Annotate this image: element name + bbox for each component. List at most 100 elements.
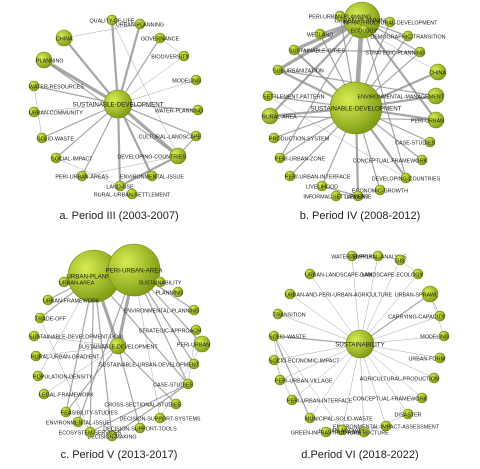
label-demographic-transition: DEMOGRAPHIC-TRANSITION <box>370 35 445 41</box>
edge-peri-urban-to-decision-support-systems <box>159 343 203 419</box>
node-land-use <box>352 190 364 202</box>
edge-sustainability-to-urban-and-peri-urban-agriculture <box>289 293 361 345</box>
label-sustainable-urban-development: SUSTAINABLE-URBAN-DEVELOPMENT <box>99 363 200 369</box>
node-environmental-issue <box>146 170 158 182</box>
edge-sustainability-to-gis <box>359 259 401 345</box>
node-urban-community <box>28 106 40 118</box>
edge-sustainability-to-infrastructure <box>359 343 365 433</box>
node-peri-urban <box>193 335 211 353</box>
node-ecology <box>358 24 370 36</box>
label-urban-planning: URBAN-PLANNING <box>334 18 390 25</box>
node-developing-countries <box>400 172 412 184</box>
label-environmental-impact-assessment: ENVIRONMENTAL-IMPACT-ASSESSMENT <box>333 425 440 431</box>
node-suburbanization <box>272 64 284 76</box>
label-legal-framework: LEGAL-FRAMEWORK <box>39 393 94 399</box>
node-water-supply <box>346 250 358 262</box>
edge-settlement-pattern-to-developing-countries <box>267 95 407 179</box>
label-quality-of-life: QUALITY-OF-LIFE <box>89 19 134 25</box>
edge-land-use-to-livelihood <box>321 185 359 197</box>
label-case-studies: CASE-STUDIES <box>395 141 435 147</box>
label-temporal-analysis: TEMPORAL-ANALYSIS <box>349 255 407 261</box>
node-urban-form <box>434 352 446 364</box>
label-land-use: LAND-USE <box>344 195 372 201</box>
label-urban-form: URBAN-FORM <box>408 357 445 363</box>
node-disaster <box>402 408 414 420</box>
node-environmental-issue <box>72 416 84 428</box>
edge-trade-off-to-ecosystem-services <box>39 317 91 433</box>
label-peri-urban-zone: PERI-URBAN-ZONE <box>275 157 325 163</box>
node-sustainable-development <box>109 337 127 355</box>
edge-china-to-urban-planning <box>63 23 141 39</box>
edge-case-studies-to-ecosystem-services <box>89 383 189 433</box>
label-solid-waste: SOLID-WASTE <box>269 335 306 341</box>
node-solid-waste <box>268 330 280 342</box>
label-rural-urban-settlement: RURAL-URBAN-SETTLEMENT <box>94 193 171 199</box>
label-rural-area: RURAL-AREA <box>262 115 297 121</box>
node-modeling <box>438 330 450 342</box>
node-cultural-landscape <box>190 130 202 142</box>
node-planning <box>172 286 184 298</box>
edge-quality-of-life-to-developing-countries <box>111 19 179 157</box>
label-water-resources: WATER-RESOURCES <box>29 85 84 91</box>
label-water-planning: WATER-PLANNING <box>155 109 203 115</box>
node-water-resources <box>28 80 40 92</box>
node-sustainability <box>345 329 375 359</box>
label-peri-urban-planning: PERI-URBAN-PLANNING <box>309 15 372 21</box>
caption-period-vi: d.Period VI (2018-2022) <box>301 449 419 461</box>
node-solid-waste <box>36 132 48 144</box>
label-sustainable-cities: SUSTAINABLE-CITIES <box>289 49 345 55</box>
node-infrastructure <box>358 426 370 438</box>
edge-sustainability-to-temporal-analysis <box>359 255 379 345</box>
edge-sustainable-cities-to-strategic-planning <box>293 49 421 53</box>
label-socio-economic-impact: SOCIO-ECONOMIC-IMPACT <box>269 359 340 365</box>
node-urban-landscape-dam <box>304 268 316 280</box>
label-urban-planning: URBAN-PLANNING <box>66 274 122 281</box>
panel-period-vi: SUSTAINABILITY WATER-SUPPLY TEMPORAL-ANALY… <box>240 236 480 469</box>
label-peri-urban-area: PERI-URBAN-AREA <box>105 268 163 275</box>
label-conceptual-framework: CONCEPTUAL-FRAMEWORK <box>353 397 428 403</box>
node-case-studies <box>182 378 194 390</box>
label-human-activity: HUMAN-ACTIVITY <box>319 429 365 435</box>
label-strategic-planning: STRATEGIC-PLANNING <box>365 51 425 57</box>
caption-period-v: c. Period V (2013-2017) <box>60 449 178 461</box>
node-environmental-impact-assessment <box>380 420 392 432</box>
node-cross-sectional-studies <box>170 398 182 410</box>
label-infrastructure: INFRASTRUCTURE <box>339 431 389 437</box>
edge-sustainable-development-to-cross-sectional-studies <box>117 345 177 405</box>
node-gis <box>394 254 406 266</box>
label-settlement-pattern: SETTLEMENT-PATTERN <box>263 95 325 101</box>
label-governance: GOVERNANCE <box>141 37 180 43</box>
label-peri-urban-interface: PERI-URBAN-INTERFACE <box>287 399 353 405</box>
label-production-system: PRODUCTION-SYSTEM <box>269 137 330 143</box>
label-water-supply: WATER-SUPPLY <box>331 255 373 261</box>
edge-sustainability-to-solid-waste <box>273 335 361 345</box>
label-environmental-issue: ENVIRONMENTAL-ISSUE <box>46 421 110 427</box>
label-informal-settlement: INFORMAL-SETTLEMENT <box>303 195 369 201</box>
label-sustainable-development: SUSTAINABLE-DEVELOPMENT <box>78 345 158 351</box>
label-urban-landscape-dam: URBAN-LANDSCAPE-DAM <box>305 273 373 279</box>
node-informal-settlement <box>330 190 342 202</box>
network-graph-period-vi: SUSTAINABILITY WATER-SUPPLYTEMPORAL-ANALY… <box>268 250 450 438</box>
edge-urban-planning-to-peri-urban <box>361 19 437 121</box>
label-rural-urban-gradient: RURAL-URBAN-GRADIENT <box>31 355 100 361</box>
label-population-density: POPULATION-DENSITY <box>33 375 93 381</box>
node-sustainable-development <box>329 81 383 135</box>
node-livelihood <box>316 180 328 192</box>
edge-sustainable-development-to-sustainable-development-goal <box>33 335 119 347</box>
label-land-use: LAND-USE <box>106 185 134 191</box>
label-landscape-ecology: LANDSCAPE-ECOLOGY <box>362 273 424 279</box>
edge-sustainability-to-water-supply <box>351 255 361 345</box>
edge-social-impact-to-land-use <box>55 157 121 187</box>
node-ecosystem-services <box>84 426 96 438</box>
edge-sustainable-development-to-decision-support-tools <box>117 345 141 429</box>
label-urban-sprawl: URBAN-SPRAWL <box>395 293 438 299</box>
label-urban-and-peri-urban-agriculture: URBAN-AND-PERI-URBAN-AGRICULTURE <box>285 293 393 299</box>
label-municipal-solid-waste: MUNICIPAL-SOLID-WASTE <box>305 417 373 423</box>
node-infrastructural-development <box>384 16 396 28</box>
node-land-use <box>114 180 126 192</box>
edge-sustainable-development-to-feasibility-studies <box>65 345 119 413</box>
label-cultural-landscape: CULTURAL-LANDSCAPE <box>138 135 201 141</box>
edge-sustainability-to-urban-sprawl <box>359 293 431 345</box>
label-peri-urban-village: PERI-URBAN-VILLAGE <box>275 379 333 385</box>
